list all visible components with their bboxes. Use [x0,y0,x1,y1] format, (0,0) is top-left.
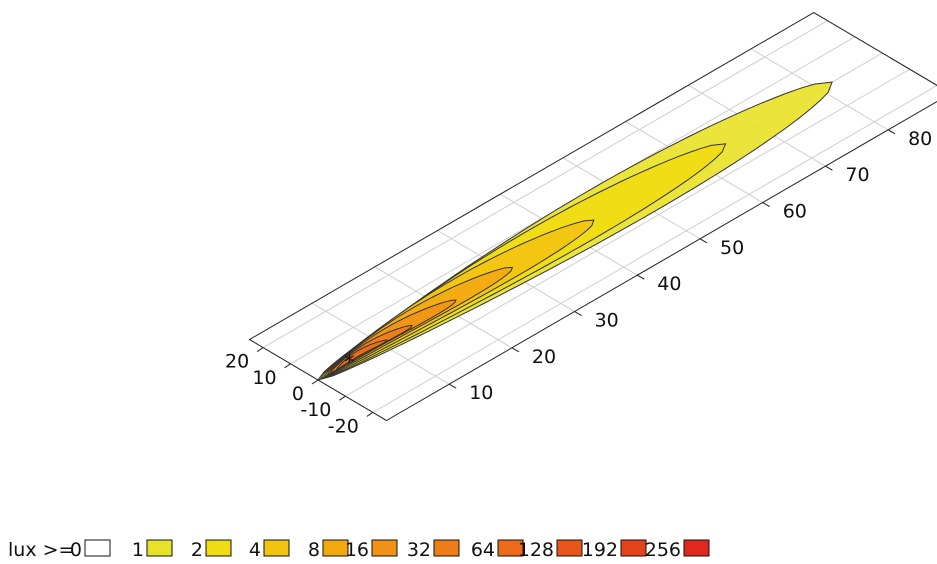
legend-swatch-0 [84,539,111,557]
grid-line-y--20 [372,84,937,413]
legend-swatch-128 [556,539,583,557]
legend-prefix: lux >= [8,539,74,561]
x-tick-10 [448,383,457,389]
y-tick-20 [256,347,264,353]
legend-label-64: 64 [471,539,495,561]
grid-line-y--10 [345,68,910,397]
legend-label-16: 16 [345,539,369,561]
legend-swatch-32 [433,539,460,557]
x-tick-label: 60 [783,201,807,223]
x-tick-label: 70 [845,164,869,186]
legend-swatch-2 [205,539,232,557]
legend-swatch-256 [683,539,710,557]
x-tick-30 [574,311,582,316]
grid-line-y-20 [262,20,828,349]
legend-label-0: 0 [70,539,82,561]
legend-label-128: 128 [518,539,554,561]
y-tick-10 [284,363,291,369]
legend-swatch-8 [322,539,349,557]
y-tick-label: -20 [328,415,359,437]
x-tick-label: 30 [595,310,619,332]
x-tick-80 [887,129,896,135]
legend: lux >=0 1 2 4 8 16 32 64 128 192 256 [8,539,710,561]
legend-swatch-192 [620,539,647,557]
legend-label-8: 8 [308,539,320,561]
legend-label-4: 4 [249,539,261,561]
y-tick--10 [339,395,346,401]
y-tick-label: 20 [225,351,249,373]
grid-line-x-90 [813,12,937,86]
x-tick-label: 50 [720,237,744,259]
x-tick-20 [511,347,520,353]
x-tick-label: 80 [908,128,932,150]
y-tick--20 [366,411,374,417]
y-tick-label: 0 [292,383,304,405]
x-tick-label: 40 [657,273,681,295]
x-tick-label: 20 [532,346,556,368]
peak-marker-symbol: * [344,350,354,374]
legend-label-32: 32 [407,539,431,561]
legend-label-2: 2 [191,539,203,561]
isolux-regions [316,81,833,381]
peak-marker: * [344,350,354,374]
y-tick-0 [311,379,319,385]
x-tick-label: 10 [469,382,493,404]
legend-label-1: 1 [132,539,144,561]
x-tick-40 [637,274,645,280]
isolux-region-64-lux [335,339,388,371]
x-tick-70 [825,165,833,171]
legend-swatch-1 [146,539,173,557]
y-tick-label: -10 [300,399,331,421]
x-tick-60 [762,202,770,207]
legend-label-256: 256 [645,539,681,561]
legend-swatch-4 [263,539,290,557]
x-tick-50 [699,238,708,244]
y-tick-label: 10 [252,367,276,389]
legend-swatch-64 [497,539,524,557]
legend-label-192: 192 [582,539,618,561]
legend-swatch-16 [371,539,398,557]
